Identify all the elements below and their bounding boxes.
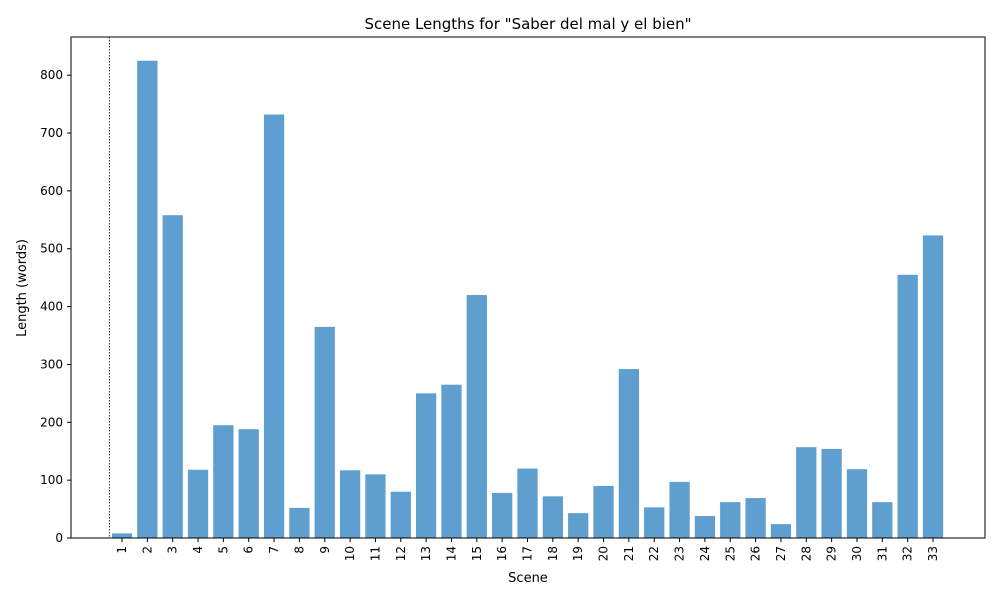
- x-axis-label: Scene: [508, 571, 548, 586]
- x-tick-label: 29: [825, 546, 839, 561]
- bar-scene-26: [745, 498, 766, 538]
- y-tick-label: 700: [40, 126, 63, 140]
- bar-scene-14: [441, 384, 462, 538]
- chart-title: Scene Lengths for "Saber del mal y el bi…: [364, 15, 691, 33]
- bar-scene-30: [846, 469, 868, 538]
- x-tick-label: 6: [242, 546, 256, 554]
- x-tick-label: 30: [850, 546, 864, 561]
- bar-scene-9: [314, 326, 335, 538]
- x-tick-label: 18: [546, 546, 560, 561]
- bar-scene-13: [415, 393, 437, 538]
- x-tick-label: 14: [444, 546, 458, 561]
- bar-scene-8: [289, 507, 310, 538]
- bar-scene-27: [770, 524, 792, 538]
- bar-scene-16: [492, 492, 513, 538]
- y-axis-label: Length (words): [15, 239, 30, 337]
- x-tick-label: 9: [318, 546, 332, 554]
- x-tick-label: 19: [571, 546, 585, 561]
- bar-scene-33: [922, 235, 944, 538]
- bar-scene-15: [466, 295, 487, 538]
- x-tick-label: 20: [597, 546, 611, 561]
- bar-scene-21: [618, 369, 640, 538]
- x-tick-label: 1: [115, 546, 129, 554]
- y-tick-label: 200: [40, 415, 63, 429]
- bar-scene-29: [821, 448, 842, 538]
- x-tick-label: 28: [799, 546, 813, 561]
- x-tick-label: 33: [926, 546, 940, 561]
- x-tick-label: 31: [875, 546, 889, 561]
- x-tick-label: 27: [774, 546, 788, 561]
- bar-scene-1: [111, 533, 133, 538]
- y-tick-label: 500: [40, 242, 63, 256]
- x-tick-label: 24: [698, 546, 712, 561]
- x-tick-label: 3: [166, 546, 180, 554]
- x-tick-label: 22: [647, 546, 661, 561]
- x-tick-label: 26: [749, 546, 763, 561]
- x-tick-label: 13: [419, 546, 433, 561]
- x-tick-label: 12: [394, 546, 408, 561]
- y-tick-label: 0: [55, 531, 63, 545]
- x-tick-label: 5: [216, 546, 230, 554]
- bar-scene-28: [796, 447, 817, 538]
- y-axis: 0 100 200 300 400 500 600 700 800: [40, 68, 71, 545]
- bar-scene-11: [365, 474, 386, 538]
- x-tick-label: 10: [343, 546, 357, 561]
- bar-scene-4: [187, 469, 209, 538]
- bar-scene-32: [897, 274, 918, 538]
- x-tick-label: 7: [267, 546, 281, 554]
- x-axis: 1 2 3 4 5 6 7 8 9 10 11 12 13 14 15 16 17 18 19 20 21 22 23 24 2…: [115, 538, 940, 561]
- x-tick-label: 15: [470, 546, 484, 561]
- y-tick-label: 100: [40, 473, 63, 487]
- bars-group: [111, 60, 944, 539]
- bar-scene-18: [542, 496, 563, 538]
- x-tick-label: 8: [292, 546, 306, 554]
- y-tick-label: 300: [40, 357, 63, 371]
- bar-scene-17: [517, 468, 538, 538]
- bar-scene-2: [137, 60, 158, 539]
- bar-scene-10: [339, 470, 361, 538]
- x-tick-label: 23: [673, 546, 687, 561]
- bar-scene-7: [263, 114, 285, 538]
- y-tick-label: 400: [40, 300, 63, 314]
- bar-scene-12: [390, 491, 411, 538]
- x-tick-label: 32: [901, 546, 915, 561]
- bar-scene-31: [872, 502, 893, 538]
- bar-scene-22: [644, 507, 665, 538]
- bar-scene-3: [162, 215, 183, 538]
- y-tick-label: 600: [40, 184, 63, 198]
- bar-scene-24: [694, 516, 716, 538]
- x-tick-label: 21: [622, 546, 636, 561]
- y-tick-label: 800: [40, 68, 63, 82]
- bar-scene-23: [669, 481, 690, 538]
- x-tick-label: 25: [723, 546, 737, 561]
- x-tick-label: 16: [495, 546, 509, 561]
- bar-scene-19: [568, 513, 589, 538]
- x-tick-label: 11: [368, 546, 382, 561]
- bar-scene-6: [238, 429, 259, 538]
- plot-frame: [70, 36, 986, 539]
- x-tick-label: 4: [191, 546, 205, 554]
- bar-scene-20: [593, 485, 614, 538]
- x-tick-label: 2: [140, 546, 154, 554]
- bar-scene-25: [720, 502, 741, 538]
- bar-scene-5: [213, 425, 234, 538]
- x-tick-label: 17: [521, 546, 535, 561]
